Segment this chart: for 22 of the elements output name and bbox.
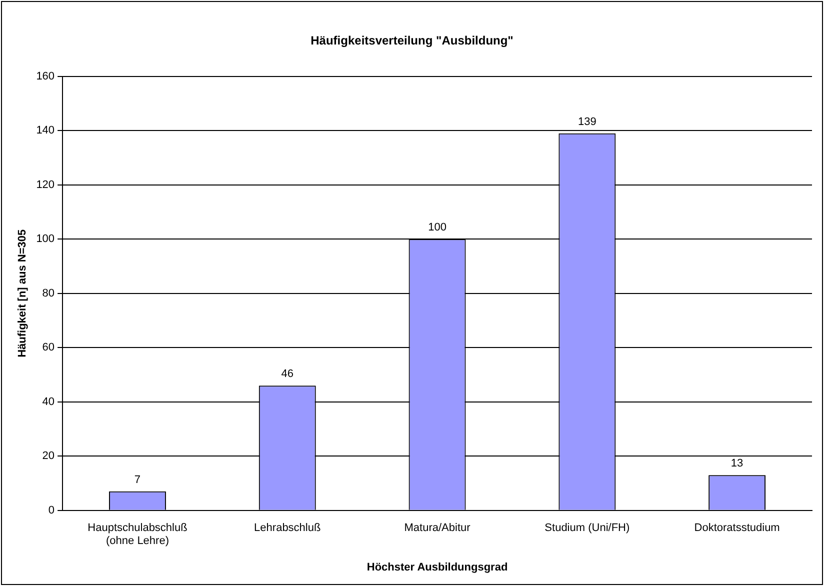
x-tick-label: Studium (Uni/FH) bbox=[544, 522, 630, 534]
data-label: 13 bbox=[730, 458, 744, 470]
x-tick-label: Lehrabschluß bbox=[254, 522, 321, 534]
y-tick-label: 120 bbox=[36, 178, 55, 191]
x-tick-label: Matura/Abitur bbox=[404, 522, 471, 534]
y-tick-label: 80 bbox=[42, 287, 55, 300]
x-tick-label: Hauptschulabschluß (ohne Lehre) bbox=[88, 522, 188, 548]
y-axis-title: Häufigkeit [n] aus N=305 bbox=[16, 229, 29, 358]
x-tick-label: Doktoratsstudium bbox=[694, 522, 780, 534]
y-tick-label: 100 bbox=[36, 233, 55, 246]
data-label: 100 bbox=[428, 222, 446, 234]
y-tick-label: 160 bbox=[36, 70, 55, 82]
data-label: 7 bbox=[134, 474, 141, 486]
chart-title: Häufigkeitsverteilung "Ausbildung" bbox=[310, 34, 514, 48]
x-axis-title: Höchster Ausbildungsgrad bbox=[366, 561, 508, 574]
y-tick-label: 40 bbox=[42, 396, 55, 408]
y-tick-label: 140 bbox=[36, 124, 55, 137]
y-tick-label: 0 bbox=[48, 504, 55, 516]
y-tick-label: 60 bbox=[42, 342, 55, 354]
data-label: 46 bbox=[281, 368, 294, 380]
y-tick-label: 20 bbox=[42, 450, 55, 462]
data-label: 139 bbox=[578, 116, 596, 128]
